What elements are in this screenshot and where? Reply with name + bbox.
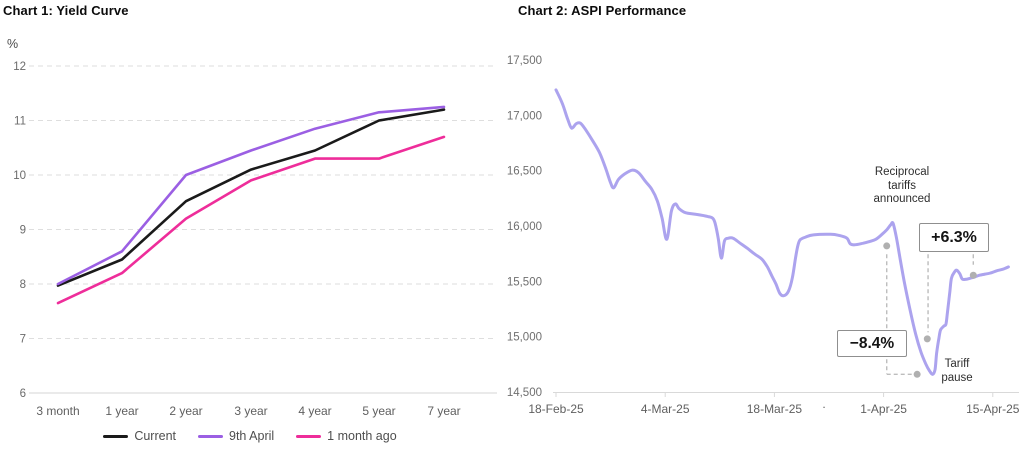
y-tick-label: 8 bbox=[20, 279, 26, 291]
series-line-current bbox=[56, 108, 446, 287]
x-tick-label: 15-Apr-25 bbox=[966, 402, 1020, 416]
annotation-marker-dot bbox=[923, 335, 931, 343]
y-tick-label: 7 bbox=[20, 334, 26, 346]
chart1-y-axis-unit-label: % bbox=[7, 37, 19, 51]
annotation-drop-percent-box: −8.4% bbox=[837, 330, 907, 357]
y-tick-label: 15,500 bbox=[507, 276, 542, 288]
x-tick-label: 5 year bbox=[362, 404, 395, 418]
y-tick-label: 10 bbox=[13, 170, 26, 182]
series-line-aspi bbox=[554, 88, 1010, 376]
annotation-reciprocal-tariffs-announced: Reciprocal tariffs announced bbox=[873, 166, 931, 205]
legend-label-9th-april: 9th April bbox=[229, 429, 275, 443]
y-tick-label: 12 bbox=[13, 61, 26, 73]
legend-swatch-1-month-ago bbox=[296, 434, 322, 438]
annotation-marker-dot bbox=[883, 242, 891, 250]
x-tick-label: 1 year bbox=[105, 404, 138, 418]
series-line-1-month-ago bbox=[56, 135, 446, 305]
legend-item-current: Current bbox=[103, 429, 176, 443]
x-tick-label: 18-Feb-25 bbox=[528, 402, 584, 416]
y-tick-label: 17,500 bbox=[507, 55, 542, 67]
legend-swatch-9th-april bbox=[198, 434, 223, 438]
chart2-title: Chart 2: ASPI Performance bbox=[518, 3, 687, 18]
legend-label-current: Current bbox=[134, 429, 176, 443]
y-tick-label: 9 bbox=[20, 225, 26, 237]
legend-label-1-month-ago: 1 month ago bbox=[327, 429, 397, 443]
chart1-legend: Current 9th April 1 month ago bbox=[0, 429, 500, 443]
axis-stray-mark: . bbox=[822, 397, 825, 411]
x-tick-label: 3 year bbox=[234, 404, 267, 418]
y-tick-label: 16,000 bbox=[507, 221, 542, 233]
legend-item-9th-april: 9th April bbox=[198, 429, 274, 443]
legend-swatch-current bbox=[103, 434, 129, 438]
annotation-tariff-pause: Tariff pause bbox=[941, 358, 973, 384]
aspi-performance-plot: 17,500 17,000 16,500 16,000 15,500 15,000 14,5… bbox=[507, 55, 1020, 416]
x-tick-label: 1-Apr-25 bbox=[860, 402, 907, 416]
y-tick-label: 14,500 bbox=[507, 387, 542, 399]
yield-curve-plot: 12 11 10 9 8 7 6 3 month 1 year 2 year 3 year 4 yea… bbox=[13, 61, 497, 418]
series-line-9th-april bbox=[56, 105, 446, 286]
chart1-title: Chart 1: Yield Curve bbox=[3, 3, 129, 18]
x-tick-label: 18-Mar-25 bbox=[747, 402, 803, 416]
x-tick-label: 3 month bbox=[36, 404, 79, 418]
annotation-marker-dot bbox=[913, 370, 921, 378]
x-tick-label: 4 year bbox=[298, 404, 331, 418]
y-tick-label: 11 bbox=[14, 116, 26, 128]
annotation-rebound-percent-box: +6.3% bbox=[919, 223, 989, 252]
legend-item-1-month-ago: 1 month ago bbox=[296, 429, 397, 443]
x-tick-label: 2 year bbox=[169, 404, 202, 418]
annotation-marker-dot bbox=[969, 271, 977, 279]
x-tick-label: 4-Mar-25 bbox=[641, 402, 690, 416]
y-tick-label: 16,500 bbox=[507, 166, 542, 178]
y-tick-label: 15,000 bbox=[507, 332, 542, 344]
y-tick-label: 6 bbox=[20, 388, 26, 400]
x-tick-label: 7 year bbox=[427, 404, 460, 418]
y-tick-label: 17,000 bbox=[507, 110, 542, 122]
